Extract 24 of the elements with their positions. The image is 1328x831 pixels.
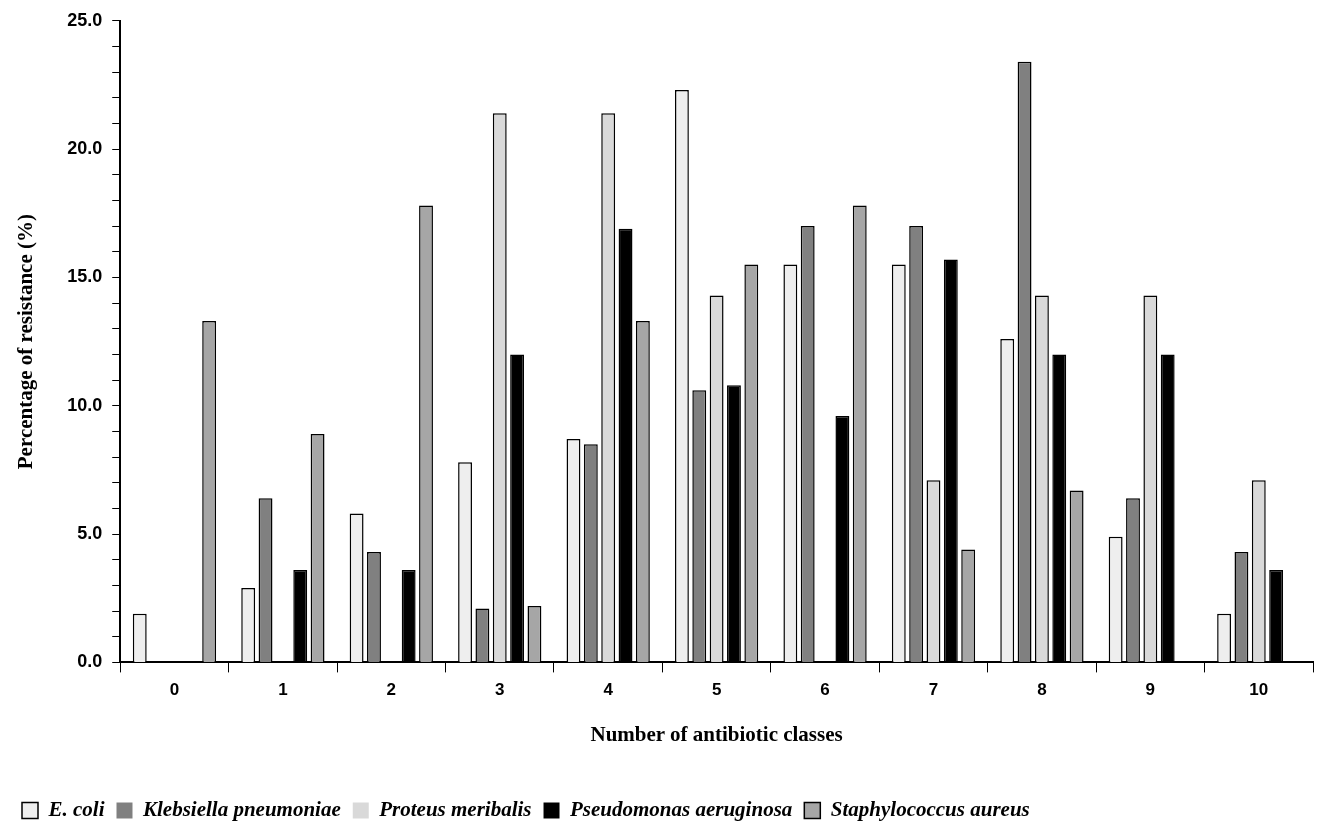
x-tick-label: 0 (169, 680, 180, 700)
x-tick-label: 4 (603, 680, 614, 700)
legend-label: Staphylococcus aureus (830, 796, 1030, 821)
x-tick-label: 10 (1249, 680, 1269, 700)
x-tick-label: 9 (1145, 680, 1156, 700)
x-axis-title: Number of antibiotic classes (590, 721, 843, 746)
legend-label: Pseudomonas aeruginosa (569, 796, 793, 821)
legend-label: Klebsiella pneumoniae (142, 796, 341, 821)
x-tick-label: 8 (1037, 680, 1047, 700)
y-axis-title: Percentage of resistance (%) (13, 213, 38, 470)
y-tick-label: 20.0 (67, 138, 103, 159)
x-tick-label: 6 (820, 680, 830, 700)
x-tick-label: 2 (386, 680, 397, 700)
y-tick-label: 0.0 (77, 651, 103, 672)
legend-label: E. coli (47, 796, 105, 821)
x-tick-label: 3 (495, 680, 505, 700)
y-tick-label: 10.0 (67, 394, 103, 415)
x-tick-label: 5 (711, 680, 722, 700)
legend-label: Proteus meribalis (378, 796, 532, 821)
x-tick-label: 7 (928, 680, 939, 700)
y-tick-label: 5.0 (77, 523, 103, 544)
y-tick-label: 25.0 (67, 9, 103, 30)
x-tick-label: 1 (278, 680, 288, 700)
y-tick-label: 15.0 (67, 266, 103, 287)
